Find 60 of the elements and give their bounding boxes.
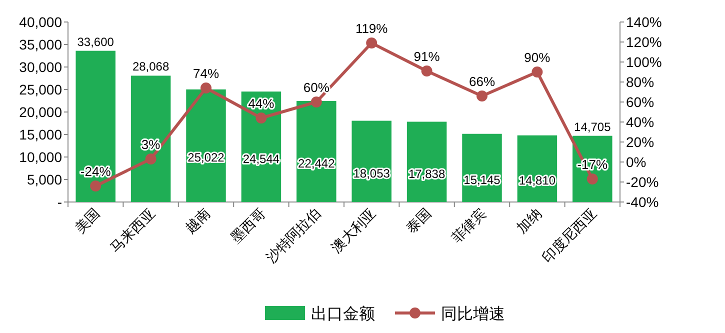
point	[476, 90, 488, 102]
y-tick-label: 10,000	[19, 149, 62, 165]
data-label: 24,544	[242, 152, 280, 166]
y2-tick-label: -40%	[626, 194, 659, 210]
data-label: 3%	[141, 137, 161, 152]
y-tick-label: -	[57, 194, 62, 210]
point	[200, 82, 212, 94]
data-label: 15,145	[464, 172, 501, 187]
y2-tick-label: 60%	[626, 94, 654, 110]
data-label: 14,810	[518, 174, 556, 188]
y-tick-label: 25,000	[19, 82, 62, 98]
point	[256, 112, 267, 124]
y-tick-label: 35,000	[19, 36, 62, 52]
y2-tick-label: 120%	[626, 34, 662, 50]
data-label: 25,022	[188, 150, 225, 165]
data-label: 66%	[468, 74, 496, 89]
point	[366, 38, 378, 48]
y-tick-label: 15,000	[19, 126, 62, 142]
y2-tick-label: 100%	[626, 54, 662, 70]
x-tick-label: 马来西亚	[107, 204, 158, 256]
data-label: 14,705	[574, 120, 612, 134]
bar	[76, 50, 116, 202]
data-label: 33,600	[77, 34, 114, 49]
data-label: 90%	[524, 50, 551, 65]
y2-tick-label: 140%	[626, 14, 662, 30]
y-tick-label: 30,000	[19, 59, 62, 75]
data-label: 44%	[248, 96, 275, 111]
y2-tick-label: 0%	[626, 154, 646, 170]
bar	[130, 76, 171, 202]
data-label: -24%	[80, 164, 112, 179]
point	[532, 66, 543, 78]
x-tick-label: 美国	[72, 204, 103, 236]
y-tick-label: 40,000	[19, 14, 62, 30]
y-tick-label: 5,000	[26, 172, 62, 188]
x-tick-label: 墨西哥	[227, 204, 268, 246]
legend-label: 同比增速	[441, 305, 505, 323]
data-label: 22,442	[298, 156, 336, 171]
y2-tick-label: 20%	[626, 134, 654, 150]
y2-tick-label: -20%	[626, 174, 659, 190]
x-tick-label: 菲律宾	[448, 204, 490, 246]
data-label: 91%	[414, 49, 440, 64]
x-tick-label: 加纳	[513, 204, 544, 236]
point	[310, 96, 322, 108]
data-label: 17,838	[408, 166, 446, 181]
y-tick-label: 20,000	[19, 104, 62, 120]
point	[145, 154, 156, 164]
point	[90, 180, 102, 192]
data-label: 28,068	[132, 60, 170, 74]
x-tick-label: 越南	[182, 204, 214, 236]
x-tick-label: 泰国	[402, 204, 434, 236]
point	[421, 66, 432, 76]
data-label: 18,053	[353, 166, 390, 180]
x-tick-label: 澳大利亚	[328, 204, 379, 256]
data-label: 119%	[355, 21, 388, 36]
point	[586, 174, 598, 184]
data-label: 60%	[303, 80, 330, 95]
y2-tick-label: 80%	[626, 74, 654, 90]
y2-tick-label: 40%	[626, 114, 654, 130]
legend-label: 出口金额	[311, 305, 375, 323]
data-label: 74%	[192, 66, 220, 81]
